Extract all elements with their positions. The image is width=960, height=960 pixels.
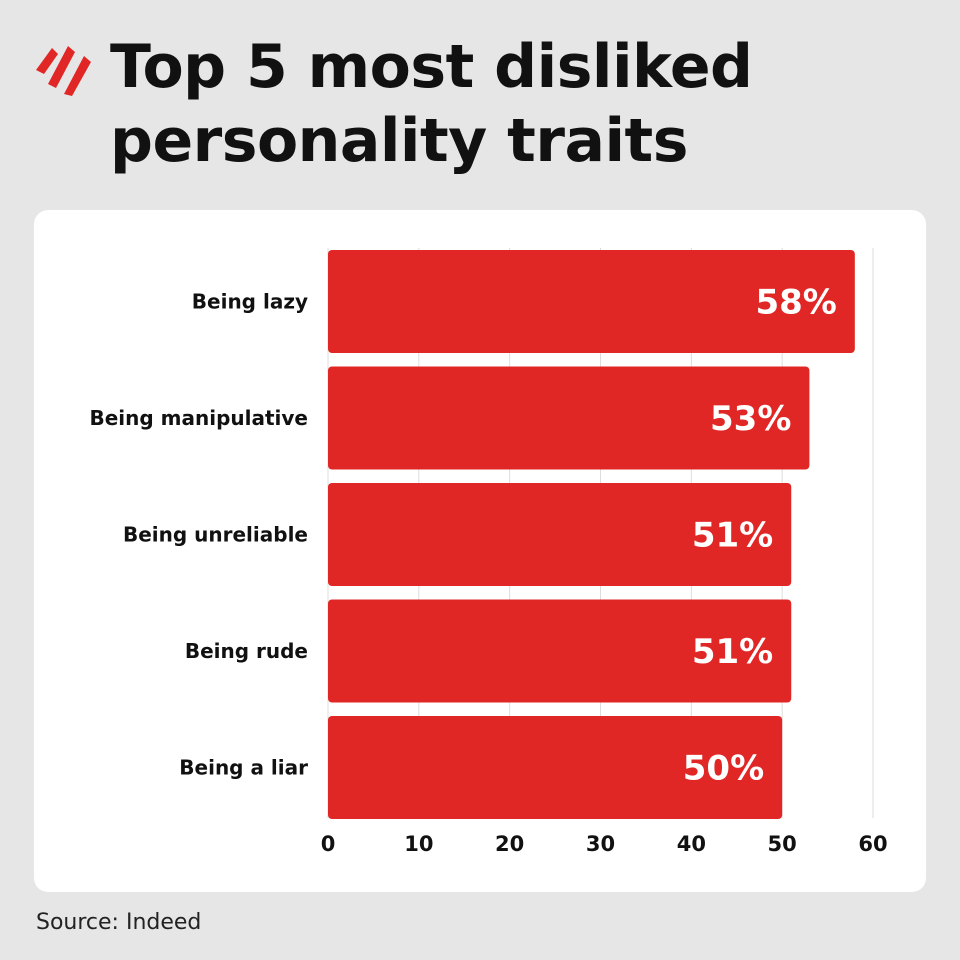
category-label: Being a liar <box>179 756 308 780</box>
category-label: Being lazy <box>192 290 308 314</box>
chart-card: Being lazy 58% Being manipulative 53% Being … <box>34 210 926 892</box>
x-tick-label: 20 <box>495 832 524 856</box>
data-label: 50% <box>683 749 764 789</box>
x-tick-label: 40 <box>677 832 706 856</box>
x-tick-label: 30 <box>586 832 615 856</box>
x-tick-label: 10 <box>404 832 433 856</box>
data-label: 51% <box>692 516 773 556</box>
bar <box>328 599 792 703</box>
data-label: 58% <box>755 283 836 323</box>
x-tick-label: 60 <box>858 832 887 856</box>
logo-wave-2 <box>48 46 75 88</box>
source-note: Source: Indeed <box>36 910 202 935</box>
data-label: 53% <box>710 399 791 439</box>
category-label: Being rude <box>185 639 308 663</box>
bar <box>328 483 792 586</box>
bar <box>328 250 855 353</box>
logo-wave-1 <box>36 48 58 74</box>
x-tick-label: 0 <box>321 832 336 856</box>
category-label: Being manipulative <box>89 406 308 430</box>
bar <box>328 366 810 470</box>
data-label: 51% <box>692 632 773 672</box>
title-line-1: Top 5 most disliked <box>110 32 753 102</box>
category-label: Being unreliable <box>123 523 308 547</box>
page-title: Top 5 most disliked personality traits <box>110 30 753 178</box>
bar <box>328 716 783 819</box>
x-tick-label: 50 <box>768 832 797 856</box>
bar-chart: Being lazy 58% Being manipulative 53% Being … <box>89 248 888 856</box>
logo-wave-3 <box>64 56 91 96</box>
title-line-2: personality traits <box>110 106 688 176</box>
sbs-logo-icon <box>36 46 91 96</box>
